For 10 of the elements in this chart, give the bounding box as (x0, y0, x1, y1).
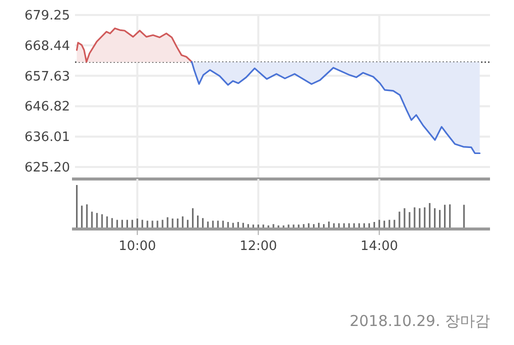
y-tick-label: 657.63 (24, 69, 70, 84)
x-tick-label: 10:00 (118, 239, 156, 254)
y-tick-label: 668.44 (24, 38, 70, 54)
text: 2018.10.29. 장마감 (350, 312, 490, 330)
x-tick-label: 14:00 (360, 239, 398, 254)
y-tick-label: 679.25 (24, 8, 70, 24)
y-tick-label: 625.20 (24, 160, 70, 176)
x-tick-label: 12:00 (240, 239, 278, 254)
y-tick-label: 646.82 (24, 100, 70, 115)
y-tick-label: 636.01 (24, 130, 70, 146)
